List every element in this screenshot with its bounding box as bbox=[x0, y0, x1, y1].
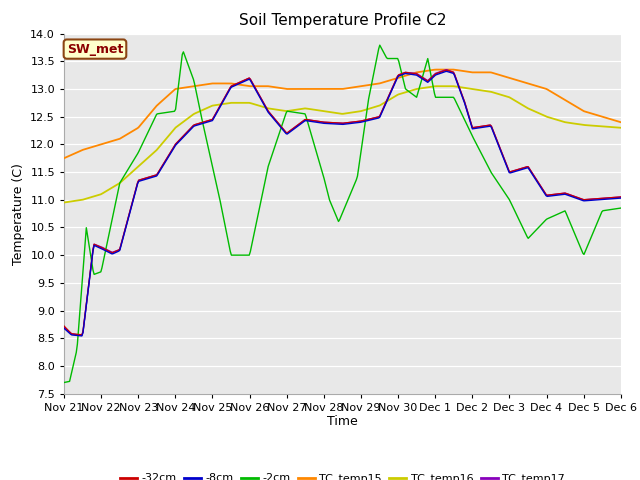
Y-axis label: Temperature (C): Temperature (C) bbox=[12, 163, 25, 264]
Legend: -32cm, -8cm, -2cm, TC_temp15, TC_temp16, TC_temp17: -32cm, -8cm, -2cm, TC_temp15, TC_temp16,… bbox=[115, 469, 570, 480]
X-axis label: Time: Time bbox=[327, 415, 358, 429]
Title: Soil Temperature Profile C2: Soil Temperature Profile C2 bbox=[239, 13, 446, 28]
Text: SW_met: SW_met bbox=[67, 43, 123, 56]
